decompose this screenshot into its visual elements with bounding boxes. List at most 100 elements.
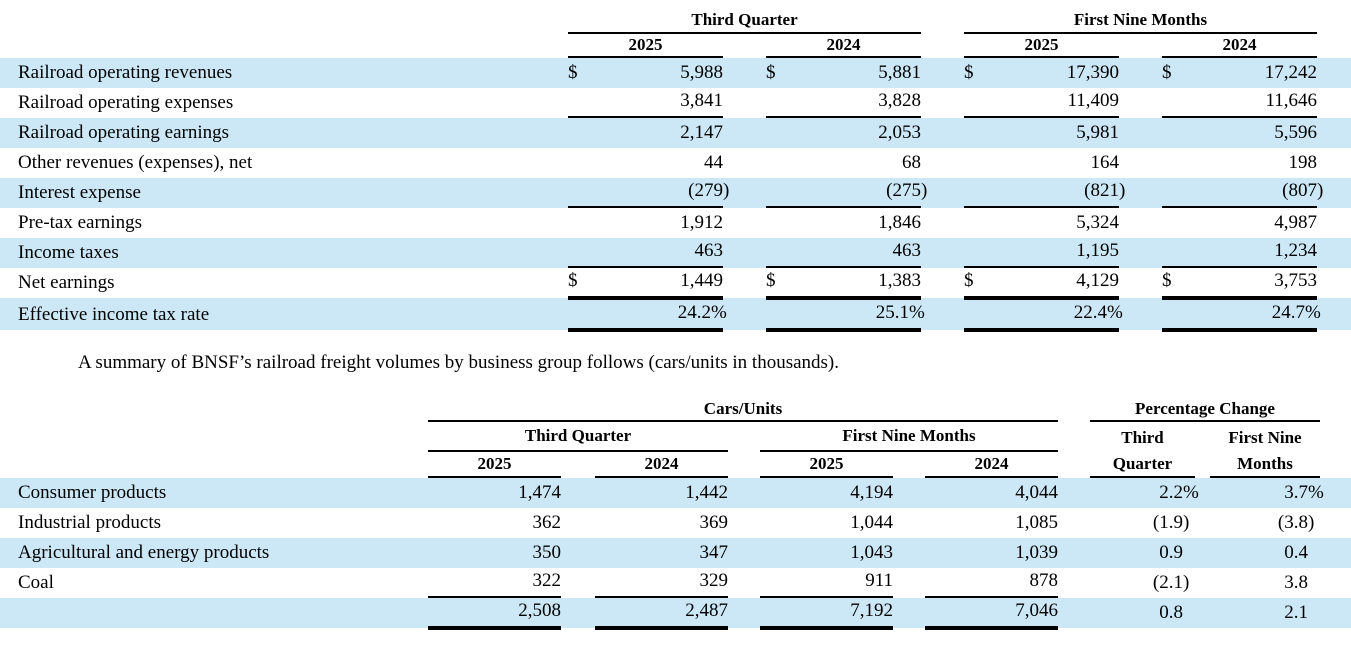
pct-cell: 2.1 (1284, 602, 1308, 623)
value-cell: 878 (925, 566, 1058, 598)
table-header-row: Cars/Units Percentage Change (0, 398, 1351, 422)
year-header: 2024 (1162, 34, 1317, 58)
table-row: Railroad operating expenses 3,841 3,828 … (0, 88, 1351, 118)
currency-symbol: $ (964, 270, 974, 291)
table-row: Effective income tax rate 24.2% 25.1% 22… (0, 298, 1351, 332)
pct-cell: 0.4 (1284, 542, 1308, 563)
value-cell: $3,753 (1162, 266, 1317, 300)
value-cell: 2,487 (595, 596, 728, 630)
value-cell: 1,044 (850, 512, 893, 533)
value-cell: 3,841 (568, 86, 723, 118)
value-cell: 24.2% (568, 298, 727, 332)
value-cell: 25.1% (766, 298, 925, 332)
currency-symbol: $ (568, 270, 578, 291)
table-row: Consumer products 1,474 1,442 4,194 4,04… (0, 478, 1351, 508)
group-header-third-quarter: Third Quarter (568, 8, 921, 34)
row-label: Effective income tax rate (18, 304, 210, 325)
table-row: Other revenues (expenses), net 44 68 164… (0, 148, 1351, 178)
value-cell: 22.4% (964, 298, 1123, 332)
value-cell: 350 (532, 542, 562, 563)
value-cell: (279) (568, 176, 729, 208)
value-cell: 11,409 (964, 86, 1119, 118)
value-cell: 4,044 (1015, 482, 1058, 503)
value-cell: 329 (595, 566, 728, 598)
row-label: Agricultural and energy products (18, 542, 270, 563)
group-header-cars-units: Cars/Units (428, 398, 1058, 422)
table-header-row: 2025 2024 2025 2024 (0, 34, 1351, 58)
value-cell: 164 (1090, 152, 1120, 173)
year-header: 2025 (760, 452, 893, 478)
pct-cell: 2.2% (1159, 482, 1199, 503)
pct-cell: (3.8) (1277, 512, 1315, 533)
value-cell: 7,046 (925, 596, 1058, 630)
value-cell: 24.7% (1162, 298, 1321, 332)
subgroup-header-third-quarter: Third Quarter (428, 422, 728, 452)
value-cell: $1,383 (766, 266, 921, 300)
row-label: Net earnings (18, 272, 115, 293)
value-cell: 5,981 (1076, 122, 1119, 143)
currency-symbol: $ (1162, 62, 1172, 83)
pct-header-first-nine: First Nine (1228, 428, 1302, 447)
table-header-row: 2025 2024 2025 2024 Quarter Months (0, 452, 1351, 478)
row-label: Coal (18, 572, 54, 593)
value-cell: $5,881 (766, 58, 921, 88)
table-total-row: 2,508 2,487 7,192 7,046 0.8 2.1 (0, 596, 1351, 630)
value-cell: 1,846 (878, 212, 921, 233)
value-cell: 68 (902, 152, 921, 173)
year-header: 2025 (964, 34, 1119, 58)
value-cell: 1,912 (680, 212, 723, 233)
value-cell: 1,234 (1162, 236, 1317, 268)
table-row: Income taxes 463 463 1,195 1,234 (0, 238, 1351, 268)
table-row: Industrial products 362 369 1,044 1,085 … (0, 508, 1351, 538)
table-row: Net earnings $1,449 $1,383 $4,129 $3,753 (0, 266, 1351, 300)
value-cell: (275) (766, 176, 927, 208)
table-row: Interest expense (279) (275) (821) (807) (0, 178, 1351, 208)
value-cell: 2,053 (878, 122, 921, 143)
value-cell: $17,390 (964, 58, 1119, 88)
row-label: Interest expense (18, 182, 141, 203)
table-row: Railroad operating earnings 2,147 2,053 … (0, 118, 1351, 148)
value-cell: 347 (699, 542, 729, 563)
group-header-percentage-change: Percentage Change (1090, 398, 1320, 422)
value-cell: 5,596 (1274, 122, 1317, 143)
value-cell: 1,442 (685, 482, 728, 503)
row-label: Pre-tax earnings (18, 212, 142, 233)
value-cell: 3,828 (766, 86, 921, 118)
value-cell: 198 (1288, 152, 1318, 173)
value-cell: $17,242 (1162, 58, 1317, 88)
value-cell: 369 (699, 512, 729, 533)
value-cell: 5,324 (1076, 212, 1119, 233)
table-header-row: Third Quarter First Nine Months Third Fi… (0, 422, 1351, 452)
pct-cell: 3.8 (1284, 572, 1308, 593)
value-cell: $1,449 (568, 266, 723, 300)
subgroup-header-first-nine-months: First Nine Months (760, 422, 1058, 452)
value-cell: 4,987 (1274, 212, 1317, 233)
value-cell: 322 (428, 566, 561, 598)
pct-cell: (1.9) (1152, 512, 1190, 533)
table-row: Pre-tax earnings 1,912 1,846 5,324 4,987 (0, 208, 1351, 238)
value-cell: (807) (1162, 176, 1323, 208)
year-header: 2025 (568, 34, 723, 58)
pct-cell: 3.7% (1284, 482, 1324, 503)
table-row: Railroad operating revenues $5,988 $5,88… (0, 58, 1351, 88)
value-cell: 1,195 (964, 236, 1119, 268)
pct-cell: (2.1) (1152, 572, 1190, 593)
currency-symbol: $ (766, 270, 776, 291)
value-cell: 911 (760, 566, 893, 598)
summary-paragraph: A summary of BNSF’s railroad freight vol… (78, 352, 839, 373)
table-row: Coal 322 329 911 878 (2.1) 3.8 (0, 568, 1351, 598)
currency-symbol: $ (766, 62, 776, 83)
year-header: 2024 (766, 34, 921, 58)
value-cell: 4,194 (850, 482, 893, 503)
row-label: Other revenues (expenses), net (18, 152, 253, 173)
year-header: 2024 (925, 452, 1058, 478)
currency-symbol: $ (1162, 270, 1172, 291)
table-row: Agricultural and energy products 350 347… (0, 538, 1351, 568)
income-statement-table: Third Quarter First Nine Months 2025 202… (0, 8, 1351, 332)
row-label: Consumer products (18, 482, 167, 503)
value-cell: 1,039 (1015, 542, 1058, 563)
value-cell: 1,474 (518, 482, 561, 503)
value-cell: 2,147 (680, 122, 723, 143)
row-label: Railroad operating earnings (18, 122, 230, 143)
pct-cell: 0.9 (1159, 542, 1183, 563)
